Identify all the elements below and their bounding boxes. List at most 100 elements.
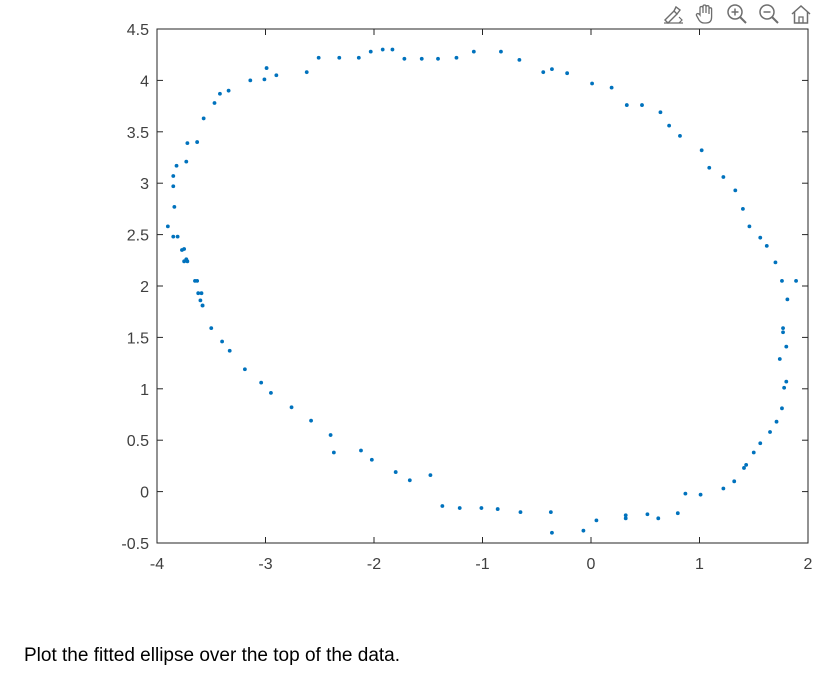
data-point xyxy=(274,73,279,78)
data-point xyxy=(390,47,395,52)
home-icon xyxy=(789,3,813,25)
data-point xyxy=(171,174,176,178)
data-point xyxy=(623,516,628,521)
ticks xyxy=(156,28,809,544)
data-point xyxy=(656,516,661,521)
y-tick-label: 2 xyxy=(140,279,149,296)
data-point xyxy=(732,479,737,484)
brush-button[interactable] xyxy=(658,1,688,27)
data-point xyxy=(359,448,363,453)
x-tick-label: -1 xyxy=(475,556,489,573)
caption-text: Plot the fitted ellipse over the top of … xyxy=(24,645,401,666)
data-point xyxy=(196,291,201,296)
scatter-plot: -4 -3 -2 -1 0 1 2 -0.5 0 0.5 1 1.5 2 2.5 3 3.5 4 4.5 xyxy=(121,22,813,573)
data-point xyxy=(781,330,785,335)
data-point xyxy=(741,207,745,211)
data-point xyxy=(264,66,269,70)
data-point xyxy=(440,504,445,508)
data-point xyxy=(172,204,177,209)
data-point xyxy=(209,326,214,331)
data-point xyxy=(184,257,189,262)
data-point xyxy=(368,49,373,54)
data-point xyxy=(768,430,772,434)
y-tick-label: 4 xyxy=(140,73,149,90)
y-tick-label: 1.5 xyxy=(127,330,149,347)
data-point xyxy=(328,433,333,437)
data-point xyxy=(623,513,628,518)
y-tick-label: 0.5 xyxy=(127,433,149,450)
x-tick-label: 2 xyxy=(804,556,813,573)
data-point xyxy=(269,391,273,395)
data-point xyxy=(758,441,763,446)
pan-icon xyxy=(693,3,717,25)
data-point xyxy=(195,140,200,144)
data-point xyxy=(171,184,176,189)
data-point xyxy=(316,55,321,60)
data-point xyxy=(436,56,440,61)
x-tick-label: 1 xyxy=(695,556,704,573)
data-point xyxy=(471,49,476,54)
data-point xyxy=(707,165,712,170)
data-point xyxy=(773,260,778,265)
data-point xyxy=(777,357,782,361)
data-point xyxy=(590,81,594,86)
y-tick-label: -0.5 xyxy=(121,536,149,553)
data-point xyxy=(185,141,190,146)
data-point xyxy=(199,291,204,296)
data-point xyxy=(550,67,554,71)
home-button[interactable] xyxy=(786,1,816,27)
data-point xyxy=(337,55,342,60)
data-point xyxy=(550,530,554,535)
data-point xyxy=(184,159,189,164)
zoom-in-button[interactable] xyxy=(722,1,752,27)
data-point xyxy=(220,339,225,344)
y-tick-label: 0 xyxy=(140,485,149,502)
data-point xyxy=(658,110,663,115)
data-point xyxy=(721,175,726,179)
data-point xyxy=(331,450,336,455)
data-point xyxy=(419,56,424,61)
data-point xyxy=(175,234,180,239)
data-point xyxy=(565,71,570,76)
data-point xyxy=(174,163,179,168)
data-point xyxy=(495,507,500,511)
data-point xyxy=(407,478,412,483)
data-point xyxy=(182,247,187,251)
pan-button[interactable] xyxy=(690,1,720,27)
data-point xyxy=(195,278,200,283)
data-point xyxy=(594,518,599,523)
data-point xyxy=(758,235,763,240)
y-tick-label: 2.5 xyxy=(127,228,149,245)
data-point xyxy=(479,506,484,510)
data-point xyxy=(499,49,503,54)
data-point xyxy=(751,450,756,455)
data-point xyxy=(794,278,798,283)
zoom-out-icon xyxy=(757,3,781,25)
axes-toolbar xyxy=(658,1,816,27)
data-point xyxy=(393,470,398,474)
zoom-out-button[interactable] xyxy=(754,1,784,27)
data-point xyxy=(309,418,313,423)
data-point xyxy=(454,55,459,60)
data-point xyxy=(683,491,688,496)
data-point xyxy=(609,85,614,90)
data-point xyxy=(742,466,746,470)
data-point xyxy=(198,298,203,303)
x-tick-label: -3 xyxy=(258,556,272,573)
data-point xyxy=(698,492,703,497)
data-point xyxy=(227,348,232,353)
data-point xyxy=(784,344,789,349)
data-point xyxy=(304,70,309,75)
data-point xyxy=(248,78,253,83)
data-point xyxy=(428,473,433,478)
y-tick-label: 4.5 xyxy=(127,22,149,39)
data-point xyxy=(782,385,787,390)
y-tick-label: 3 xyxy=(140,176,149,193)
data-point xyxy=(541,70,546,75)
data-point xyxy=(369,457,374,462)
data-point xyxy=(624,103,629,107)
y-tick-label: 1 xyxy=(140,382,149,399)
data-point xyxy=(699,148,704,153)
data-point xyxy=(747,224,752,229)
data-point xyxy=(764,244,769,248)
